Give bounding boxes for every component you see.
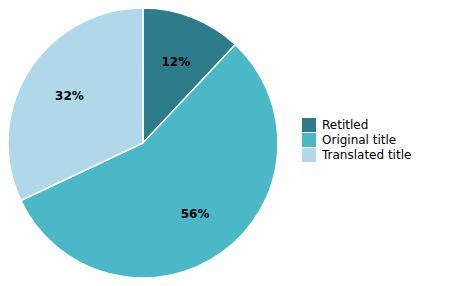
svg-text:12%: 12% [161,55,190,69]
svg-text:32%: 32% [55,89,84,103]
html-text:Retitled: Retitled [322,117,369,132]
html-text:Original title: Original title [322,132,397,147]
html-text:Translated title: Translated title [322,147,412,162]
svg-text:56%: 56% [181,207,210,221]
